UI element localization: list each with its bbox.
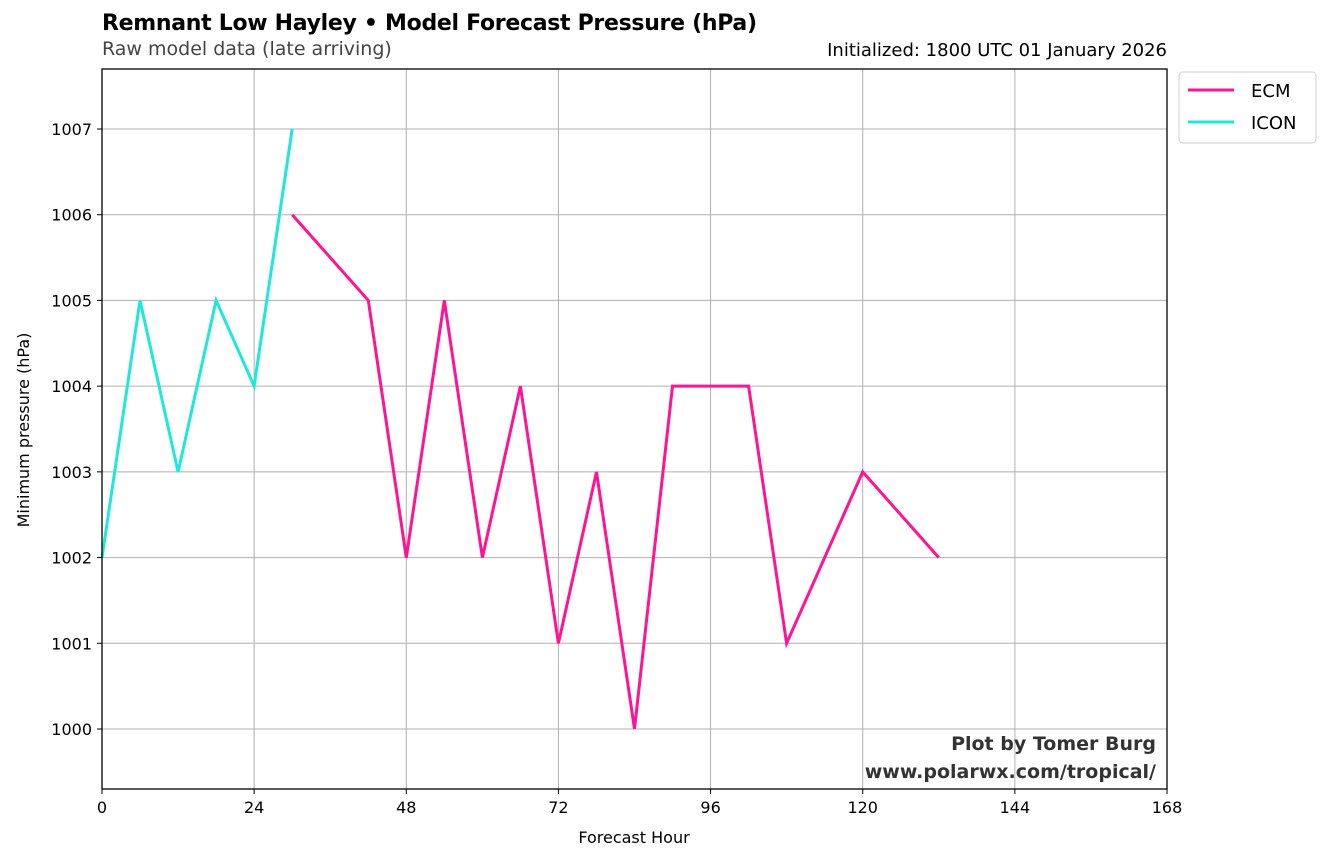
- y-tick-label: 1002: [51, 549, 92, 568]
- x-axis-ticks: 0 24 48 72 96 120 144 168: [97, 789, 1182, 817]
- x-tick-label: 144: [1000, 798, 1031, 817]
- y-tick-label: 1000: [51, 720, 92, 739]
- y-tick-label: 1001: [51, 634, 92, 653]
- x-tick-label: 120: [847, 798, 878, 817]
- y-axis-label: Minimum pressure (hPa): [14, 333, 33, 528]
- x-tick-label: 72: [548, 798, 568, 817]
- x-axis-label: Forecast Hour: [578, 828, 690, 847]
- x-tick-label: 48: [396, 798, 416, 817]
- series-lines: [100, 128, 940, 730]
- series-line-icon: [100, 128, 294, 558]
- plot-frame: [101, 68, 1168, 790]
- y-tick-label: 1004: [51, 377, 92, 396]
- legend-label-ecm: ECM: [1251, 81, 1290, 102]
- x-tick-label: 96: [700, 798, 720, 817]
- y-axis-ticks: 1000 1001 1002 1003 1004 1005 1006 1007: [51, 120, 102, 739]
- credit-url: www.polarwx.com/tropical/: [865, 761, 1156, 783]
- y-tick-label: 1007: [51, 120, 92, 139]
- y-tick-label: 1005: [51, 291, 92, 310]
- chart-subtitle: Raw model data (late arriving): [102, 38, 392, 60]
- y-tick-label: 1006: [51, 206, 92, 225]
- x-tick-label: 0: [97, 798, 107, 817]
- grid-lines: [101, 69, 1168, 789]
- legend-label-icon: ICON: [1251, 113, 1297, 134]
- x-tick-label: 24: [244, 798, 264, 817]
- x-tick-label: 168: [1152, 798, 1183, 817]
- series-line-ecm: [291, 213, 940, 730]
- y-tick-label: 1003: [51, 463, 92, 482]
- legend: ECM ICON: [1178, 71, 1317, 144]
- credit-author: Plot by Tomer Burg: [951, 733, 1156, 755]
- chart-title: Remnant Low Hayley • Model Forecast Pres…: [102, 11, 757, 36]
- initialized-label: Initialized: 1800 UTC 01 January 2026: [827, 40, 1167, 61]
